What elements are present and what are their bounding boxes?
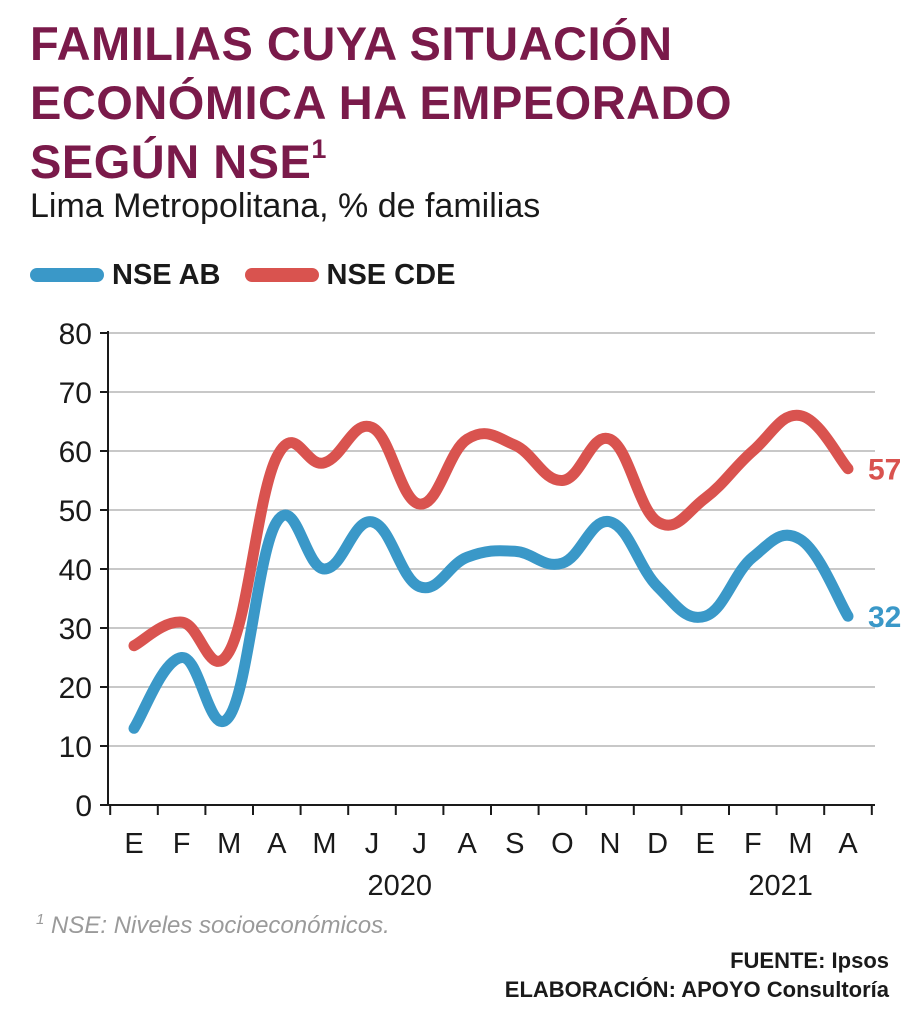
data-point-nse-cde [276, 456, 278, 458]
data-point-nse-ab [561, 562, 563, 564]
data-point-nse-cde [799, 415, 801, 417]
data-point-nse-ab [847, 615, 849, 617]
data-point-nse-ab [466, 556, 468, 558]
data-point-nse-cde [323, 462, 325, 464]
source-elaboracion: ELABORACIÓN: APOYO Consultoría [504, 977, 889, 1002]
data-point-nse-cde [609, 438, 611, 440]
legend-swatch-nse-cde [244, 268, 319, 282]
x-tick-label: N [600, 828, 621, 860]
series-line-nse-ab [128, 509, 854, 734]
data-point-nse-cde [847, 468, 849, 470]
footnote-text: NSE: Niveles socioeconómicos. [51, 912, 390, 939]
data-point-nse-ab [371, 521, 373, 523]
data-point-nse-ab [609, 521, 611, 523]
data-point-nse-ab [181, 657, 183, 658]
y-tick-label: 10 [59, 731, 92, 764]
y-tick-label: 70 [59, 377, 92, 410]
year-label: 2020 [368, 870, 433, 902]
legend-item-nse-cde: NSE CDE [244, 258, 456, 292]
data-point-nse-cde [181, 621, 183, 623]
data-point-nse-ab [419, 586, 421, 588]
legend-swatch-nse-ab [30, 268, 104, 282]
x-tick-label: F [744, 828, 762, 860]
data-point-nse-cde [419, 503, 421, 505]
x-tick-label: A [458, 828, 478, 860]
source-fuente: FUENTE: Ipsos [730, 948, 889, 973]
x-tick-label: D [647, 828, 668, 860]
title-footnote-marker: 1 [311, 134, 327, 164]
data-point-nse-cde [561, 480, 563, 481]
legend-label-nse-cde: NSE CDE [326, 258, 456, 291]
data-point-nse-ab [133, 727, 135, 729]
x-tick-label: O [551, 828, 574, 860]
y-tick-label: 40 [59, 554, 92, 587]
x-tick-label: F [173, 828, 191, 860]
data-point-nse-cde [657, 521, 659, 523]
data-point-nse-cde [466, 438, 468, 440]
title-line-2: ECONÓMICA HA EMPEORADO [30, 76, 733, 129]
legend-item-nse-ab: NSE AB [30, 259, 221, 292]
data-point-nse-cde [752, 450, 754, 452]
data-point-nse-cde [371, 426, 373, 428]
data-point-nse-ab [514, 550, 516, 552]
y-tick-label: 0 [75, 790, 92, 823]
x-tick-label: J [365, 828, 380, 860]
title-line-1: FAMILIAS CUYA SITUACIÓN [30, 17, 673, 70]
legend-label-nse-ab: NSE AB [112, 258, 221, 291]
x-tick-label: A [838, 828, 858, 860]
x-tick-label: E [124, 828, 143, 860]
title-line-3-text: SEGÚN NSE [30, 135, 312, 188]
x-tick-label: M [312, 828, 336, 860]
y-tick-label: 20 [59, 672, 92, 705]
x-tick-label: A [267, 828, 287, 860]
title-line-3: SEGÚN NSE1 [30, 132, 890, 191]
end-value-label-nse-cde: 57 [868, 454, 901, 487]
data-point-nse-ab [752, 556, 754, 558]
data-point-nse-ab [657, 586, 659, 588]
data-point-nse-cde [704, 497, 706, 499]
y-tick-label: 60 [59, 436, 92, 469]
end-value-label-nse-ab: 32 [868, 601, 901, 634]
chart-title: FAMILIAS CUYA SITUACIÓN ECONÓMICA HA EMP… [30, 14, 890, 191]
data-point-nse-cde [228, 651, 230, 653]
x-tick-label: J [412, 828, 427, 860]
data-point-nse-cde [133, 645, 135, 647]
data-point-nse-ab [228, 716, 230, 717]
data-point-nse-ab [276, 521, 278, 523]
x-tick-label: M [217, 828, 241, 860]
chart-subtitle: Lima Metropolitana, % de familias [30, 187, 541, 225]
data-point-nse-ab [323, 568, 325, 570]
y-tick-label: 30 [59, 613, 92, 646]
x-tick-label: E [696, 828, 715, 860]
year-label: 2021 [748, 870, 813, 902]
source-block: FUENTE: Ipsos ELABORACIÓN: APOYO Consult… [505, 946, 889, 1004]
data-point-nse-ab [799, 539, 801, 540]
y-tick-label: 50 [59, 495, 92, 528]
data-point-nse-cde [514, 444, 516, 446]
data-point-nse-ab [704, 615, 706, 617]
chart-legend: NSE AB NSE CDE [30, 253, 479, 297]
footnote: 1 NSE: Niveles socioeconómicos. [36, 912, 390, 940]
footnote-marker: 1 [36, 911, 45, 928]
x-tick-label: S [505, 828, 524, 860]
x-tick-label: M [788, 828, 812, 860]
series-line-nse-cde [128, 409, 854, 667]
y-tick-label: 80 [59, 320, 92, 351]
